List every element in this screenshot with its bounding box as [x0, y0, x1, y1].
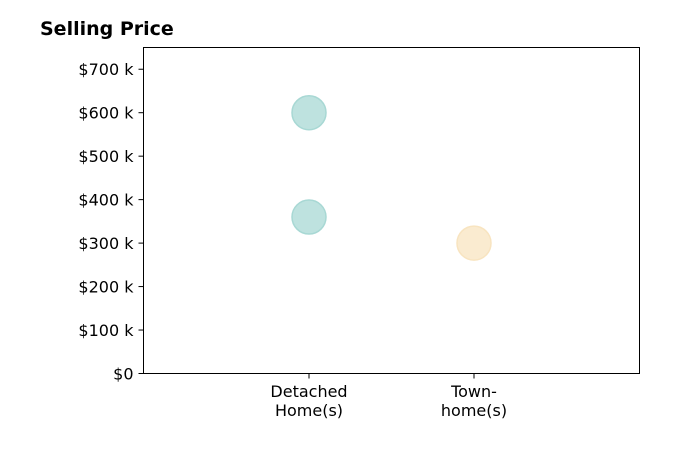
chart-title: Selling Price	[40, 18, 174, 40]
y-tick-label: $100 k	[78, 321, 134, 340]
y-tick-label: $700 k	[78, 60, 134, 79]
data-point	[456, 225, 492, 261]
y-tick-label: $500 k	[78, 147, 134, 166]
plot-area	[143, 47, 640, 374]
data-points	[291, 94, 492, 261]
x-tick-label: Home(s)	[275, 401, 343, 420]
data-point	[291, 94, 327, 131]
x-tick-label: Detached	[270, 382, 347, 401]
y-tick-label: $300 k	[78, 234, 134, 253]
y-tick-label: $0	[113, 365, 133, 384]
x-tick-label: Town-	[450, 382, 497, 401]
x-tick-label: home(s)	[441, 401, 507, 420]
y-tick-label: $400 k	[78, 191, 134, 210]
y-tick-label: $600 k	[78, 104, 134, 123]
data-point	[291, 199, 327, 235]
y-axis: $0 $100 k $200 k $300 k $400 k $500 k $600 k $7…	[78, 60, 144, 384]
y-tick-label: $200 k	[78, 278, 134, 297]
